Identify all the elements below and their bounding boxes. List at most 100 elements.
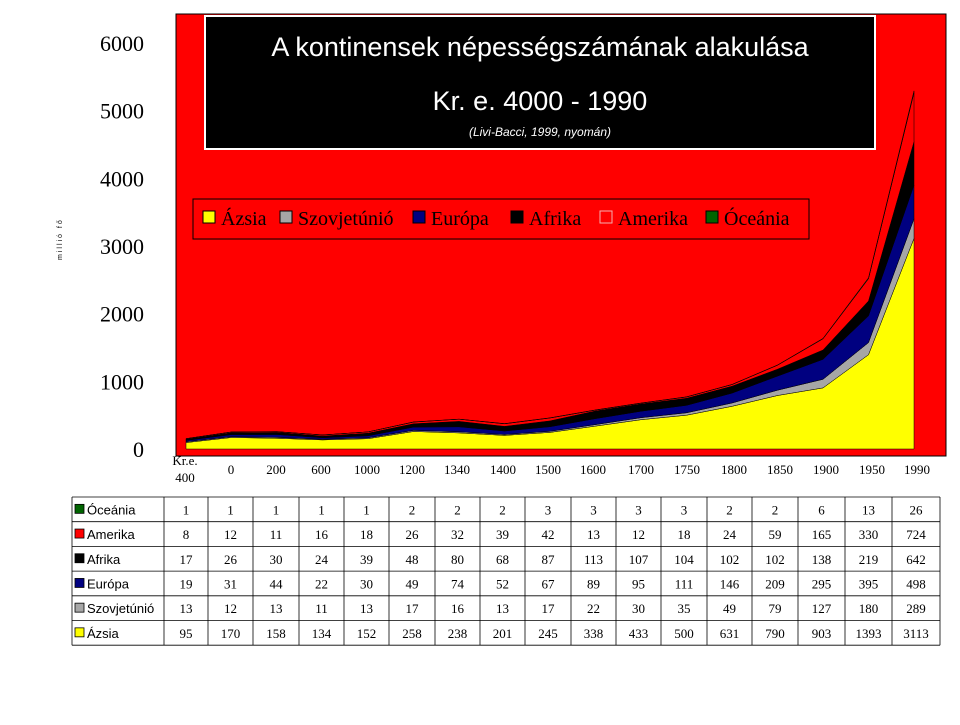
table-cell: 68	[496, 552, 509, 567]
table-cell: 238	[448, 626, 468, 641]
x-tick-label: 1500	[535, 462, 561, 477]
legend-label-europa: Európa	[431, 208, 489, 230]
table-cell: 1	[183, 502, 190, 517]
table-cell: 3	[545, 502, 552, 517]
y-axis: 0 1000 2000 3000 4000 5000 6000	[100, 31, 144, 462]
table-cell: 12	[224, 527, 237, 542]
x-tick-label: 1700	[628, 462, 654, 477]
table-cell: 3	[681, 502, 688, 517]
table-cell: 201	[493, 626, 513, 641]
y-tick-label: 5000	[100, 99, 144, 124]
table-cell: 17	[180, 552, 194, 567]
table-cell: 87	[542, 552, 556, 567]
table-cell: 95	[180, 626, 193, 641]
table-cell: 219	[859, 552, 879, 567]
row-label-europa: Európa	[87, 576, 130, 591]
table-cell: 13	[587, 527, 600, 542]
table-cell: 245	[538, 626, 558, 641]
table-cell: 26	[406, 527, 420, 542]
table-cell: 79	[769, 601, 782, 616]
table-cell: 48	[406, 552, 419, 567]
table-cell: 18	[678, 527, 691, 542]
table-cell: 1	[273, 502, 280, 517]
table-cell: 17	[406, 601, 420, 616]
x-tick-label: 1990	[904, 462, 930, 477]
row-swatch-europa	[74, 578, 85, 588]
table-cell: 17	[542, 601, 556, 616]
table-cell: 30	[632, 601, 645, 616]
table-cell: 2	[409, 502, 416, 517]
row-swatch-oceania	[74, 503, 85, 514]
table-cell: 209	[765, 576, 785, 591]
table-cell: 1393	[856, 626, 882, 641]
y-tick-label: 2000	[100, 302, 144, 327]
table-cell: 2	[726, 502, 733, 517]
table-cell: 113	[584, 552, 603, 567]
table-cell: 158	[266, 626, 286, 641]
table-cell: 170	[221, 626, 241, 641]
x-tick-label: 1800	[721, 462, 747, 477]
x-tick-label: Kr.e. 400	[172, 453, 197, 485]
table-cell: 11	[270, 527, 283, 542]
table-row: Ázsia 95 170 158 134 152 258 238 201 245 338 433 500…	[74, 626, 929, 641]
table-cell: 31	[224, 576, 237, 591]
table-row: Amerika 8 12 11 16 18 26 32 39 42 13 12 18 24 59 165 330…	[74, 527, 926, 542]
row-label-azsia: Ázsia	[87, 626, 120, 641]
x-tick-label: 1950	[859, 462, 885, 477]
table-cell: 111	[675, 576, 694, 591]
table-cell: 49	[406, 576, 419, 591]
table-cell: 631	[720, 626, 740, 641]
legend-swatch-afrika	[510, 210, 524, 224]
table-cell: 22	[587, 601, 600, 616]
table-cell: 500	[674, 626, 694, 641]
table-cell: 11	[315, 601, 328, 616]
table-cell: 22	[315, 576, 328, 591]
table-cell: 35	[678, 601, 691, 616]
table-cell: 59	[769, 527, 782, 542]
table-cell: 152	[357, 626, 377, 641]
table-cell: 18	[360, 527, 373, 542]
table-cell: 26	[910, 502, 924, 517]
table-cell: 39	[496, 527, 509, 542]
legend-label-amerika: Amerika	[618, 208, 688, 230]
table-cell: 165	[812, 527, 832, 542]
legend-label-azsia: Ázsia	[221, 207, 267, 230]
table-cell: 12	[224, 601, 237, 616]
row-swatch-amerika	[74, 528, 85, 539]
y-tick-label: 4000	[100, 166, 144, 191]
x-tick-label: 1340	[444, 462, 470, 477]
table-cell: 3	[590, 502, 597, 517]
chart-title: A kontinensek népességszámának alakulása	[271, 32, 809, 62]
x-tick-label: 1000	[354, 462, 380, 477]
row-label-afrika: Afrika	[87, 552, 121, 567]
table-cell: 13	[496, 601, 509, 616]
table-cell: 790	[765, 626, 785, 641]
table-cell: 3113	[903, 626, 929, 641]
table-cell: 395	[859, 576, 879, 591]
table-cell: 127	[812, 601, 832, 616]
table-cell: 24	[723, 527, 737, 542]
table-cell: 16	[315, 527, 329, 542]
row-label-oceania: Óceánia	[87, 502, 136, 517]
table-cell: 13	[360, 601, 373, 616]
table-cell: 107	[629, 552, 649, 567]
table-cell: 295	[812, 576, 832, 591]
x-tick-label: 1750	[674, 462, 700, 477]
table-cell: 19	[180, 576, 193, 591]
table-cell: 80	[451, 552, 464, 567]
legend: Ázsia Szovjetúnió Európa Afrika Amerika Óceán…	[192, 198, 810, 240]
table-row: Afrika 17 26 30 24 39 48 80 68 87 113 107 104 102 102 1…	[74, 552, 926, 567]
table-cell: 258	[402, 626, 422, 641]
table-cell: 1	[227, 502, 234, 517]
area-oceania	[185, 90, 915, 439]
table-cell: 3	[635, 502, 642, 517]
table-cell: 498	[906, 576, 926, 591]
row-swatch-szovjetunio	[74, 602, 85, 613]
x-tick-label: 0	[228, 462, 235, 477]
legend-swatch-szovjetunio	[279, 210, 293, 224]
table-cell: 724	[906, 527, 926, 542]
table-cell: 13	[862, 502, 875, 517]
x-tick-label: 1900	[813, 462, 839, 477]
